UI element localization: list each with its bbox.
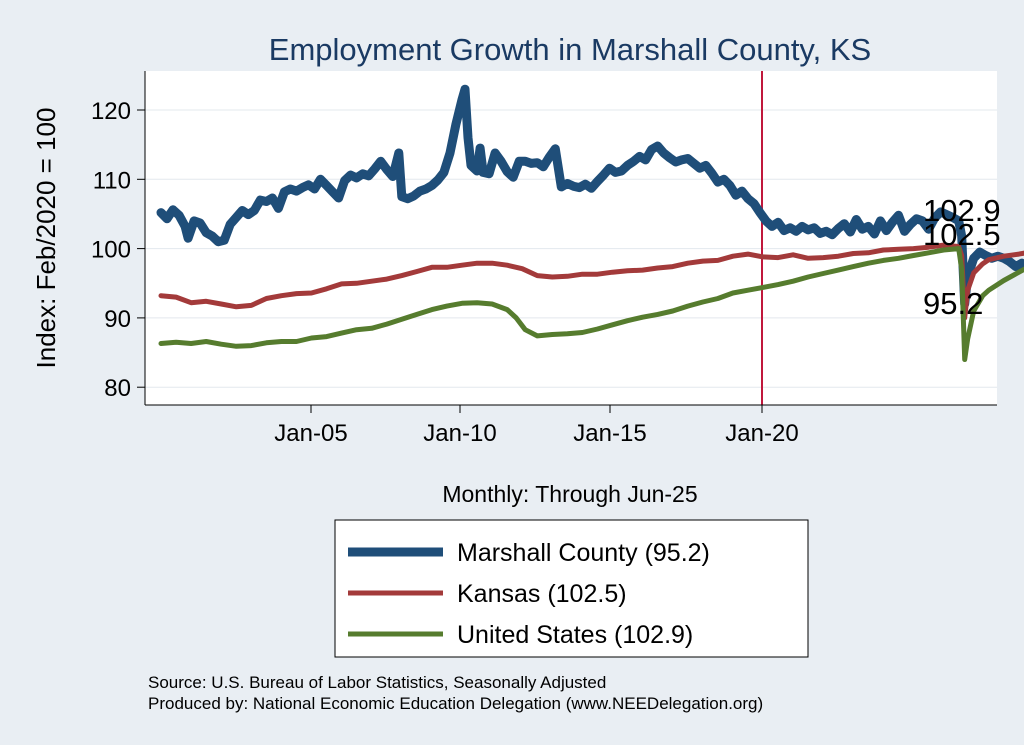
end-label-united-states: 102.9 — [923, 193, 1001, 228]
gridlines — [145, 109, 997, 388]
series-layer — [156, 71, 1024, 405]
chart-title: Employment Growth in Marshall County, KS — [269, 32, 871, 67]
series-line-marshall-county — [156, 84, 1024, 309]
y-tick-label-100: 100 — [91, 237, 131, 264]
producer-note: Produced by: National Economic Education… — [148, 694, 763, 713]
y-ticks: 80 90 100 110 120 — [91, 98, 145, 402]
x-axis-title: Monthly: Through Jun-25 — [442, 481, 697, 507]
end-label-kansas: 102.5 — [923, 217, 1001, 252]
plot-area — [145, 71, 997, 405]
x-tick-label-2: Jan-15 — [573, 420, 646, 447]
end-label-marshall-county: 95.2 — [923, 286, 983, 321]
x-tick-label-1: Jan-10 — [423, 420, 496, 447]
y-tick-label-80: 80 — [104, 375, 131, 402]
legend-label-united-states: United States (102.9) — [457, 621, 693, 649]
series-line-kansas — [158, 242, 1024, 321]
x-ticks: Jan-05 Jan-10 Jan-15 Jan-20 — [274, 405, 799, 447]
y-tick-label-90: 90 — [104, 306, 131, 333]
legend-label-marshall: Marshall County (95.2) — [457, 539, 710, 567]
y-axis-title: Index: Feb/2020 = 100 — [31, 108, 61, 369]
series-line-united-states — [158, 246, 1024, 362]
y-tick-label-110: 110 — [93, 167, 131, 194]
legend-label-kansas: Kansas (102.5) — [457, 580, 627, 608]
x-tick-label-0: Jan-05 — [274, 420, 347, 447]
source-note: Source: U.S. Bureau of Labor Statistics,… — [148, 673, 606, 692]
x-tick-label-3: Jan-20 — [725, 420, 798, 447]
legend: Marshall County (95.2) Kansas (102.5) Un… — [334, 519, 809, 658]
y-tick-label-120: 120 — [91, 98, 131, 125]
